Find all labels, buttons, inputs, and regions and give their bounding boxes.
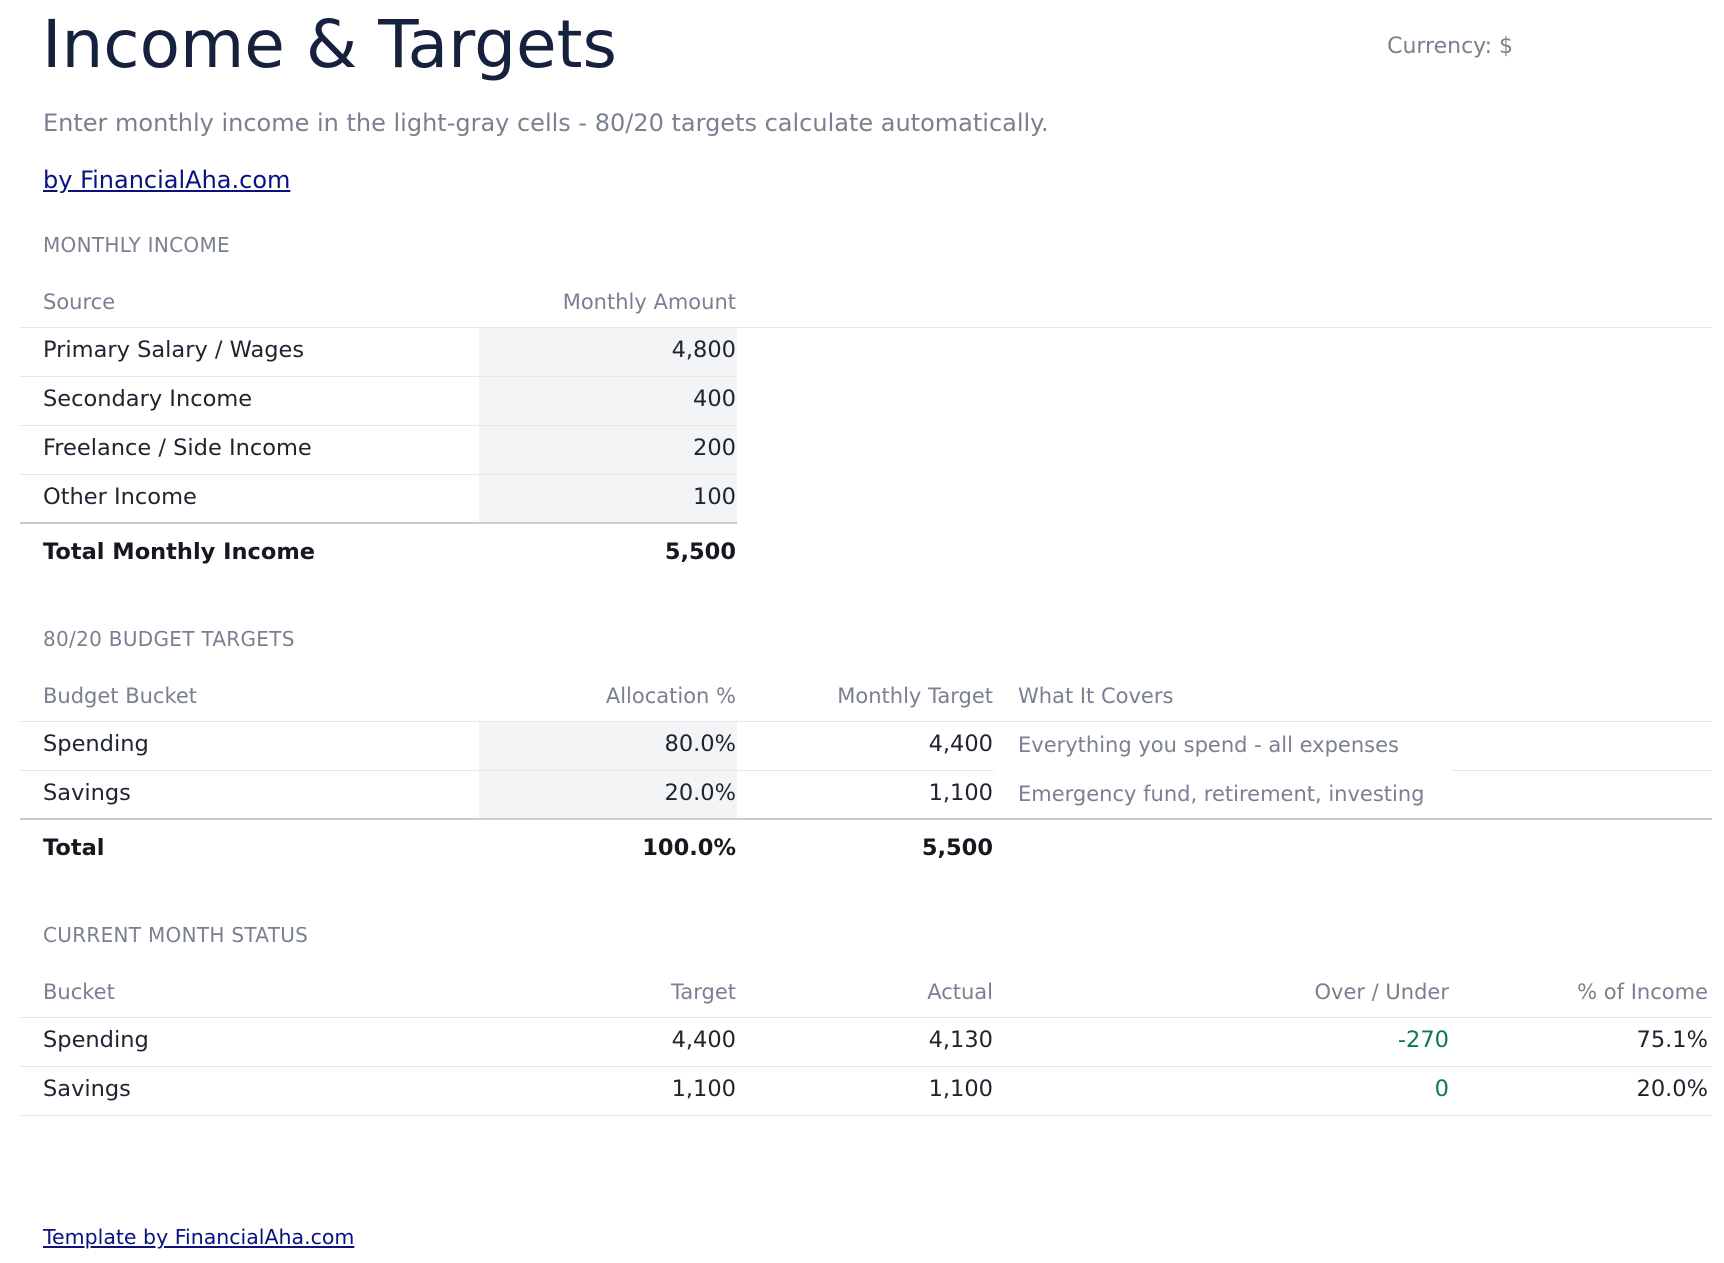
income-amount-other[interactable]: 100	[693, 484, 736, 510]
row-divider	[20, 770, 994, 771]
income-source-other: Other Income	[43, 484, 197, 510]
income-source-primary: Primary Salary / Wages	[43, 337, 305, 363]
status-pct-spending: 75.1%	[1636, 1027, 1708, 1053]
targets-target-savings: 1,100	[928, 780, 993, 806]
targets-bucket-spending: Spending	[43, 731, 149, 757]
status-over-under-savings: 0	[1434, 1076, 1449, 1102]
targets-col-bucket: Budget Bucket	[43, 684, 198, 708]
status-bucket-savings: Savings	[43, 1076, 131, 1102]
status-pct-savings: 20.0%	[1636, 1076, 1708, 1102]
status-col-actual: Actual	[927, 980, 993, 1004]
page-subtitle: Enter monthly income in the light-gray c…	[43, 109, 1049, 137]
income-amount-secondary[interactable]: 400	[693, 386, 736, 412]
row-divider	[20, 1066, 1712, 1067]
row-divider	[20, 1017, 1712, 1018]
income-col-source: Source	[43, 290, 116, 314]
targets-total-label: Total	[43, 835, 105, 861]
status-col-over-under: Over / Under	[1314, 980, 1449, 1004]
currency-label: Currency: $	[1387, 34, 1513, 59]
targets-target-spending: 4,400	[928, 731, 993, 757]
targets-col-allocation: Allocation %	[605, 684, 736, 708]
row-divider	[1452, 770, 1712, 771]
income-amount-primary[interactable]: 4,800	[671, 337, 736, 363]
byline-link[interactable]: by FinancialAha.com	[43, 166, 291, 194]
targets-covers-spending: Everything you spend - all expenses	[1018, 733, 1399, 757]
row-divider	[20, 474, 737, 475]
status-over-under-spending: -270	[1397, 1027, 1449, 1053]
status-col-pct-income: % of Income	[1577, 980, 1708, 1004]
row-divider	[20, 376, 737, 377]
row-divider	[20, 425, 737, 426]
status-col-bucket: Bucket	[43, 980, 115, 1004]
targets-allocation-spending[interactable]: 80.0%	[664, 731, 736, 757]
targets-covers-savings: Emergency fund, retirement, investing	[1018, 782, 1425, 806]
targets-allocation-savings[interactable]: 20.0%	[664, 780, 736, 806]
section-budget-targets: 80/20 BUDGET TARGETS	[43, 627, 295, 651]
status-actual-spending: 4,130	[928, 1027, 993, 1053]
total-divider	[20, 818, 1712, 820]
targets-total-target: 5,500	[921, 835, 993, 861]
row-divider	[20, 327, 1712, 328]
status-target-savings: 1,100	[671, 1076, 736, 1102]
targets-bucket-savings: Savings	[43, 780, 131, 806]
row-divider	[20, 1115, 1712, 1116]
footer-template-link[interactable]: Template by FinancialAha.com	[43, 1225, 355, 1249]
row-divider	[20, 721, 1712, 722]
status-col-target: Target	[671, 980, 736, 1004]
section-monthly-income: MONTHLY INCOME	[43, 233, 230, 257]
income-source-freelance: Freelance / Side Income	[43, 435, 312, 461]
targets-col-covers: What It Covers	[1018, 684, 1174, 708]
status-target-spending: 4,400	[671, 1027, 736, 1053]
income-col-amount: Monthly Amount	[562, 290, 736, 314]
status-actual-savings: 1,100	[928, 1076, 993, 1102]
status-bucket-spending: Spending	[43, 1027, 149, 1053]
income-total-amount: 5,500	[664, 539, 736, 565]
targets-total-allocation: 100.0%	[642, 835, 736, 861]
income-source-secondary: Secondary Income	[43, 386, 253, 412]
income-total-label: Total Monthly Income	[43, 539, 316, 565]
section-current-status: CURRENT MONTH STATUS	[43, 923, 309, 947]
income-amount-freelance[interactable]: 200	[693, 435, 736, 461]
total-divider	[20, 522, 737, 524]
page-title: Income & Targets	[42, 6, 617, 83]
targets-col-monthly-target: Monthly Target	[837, 684, 993, 708]
